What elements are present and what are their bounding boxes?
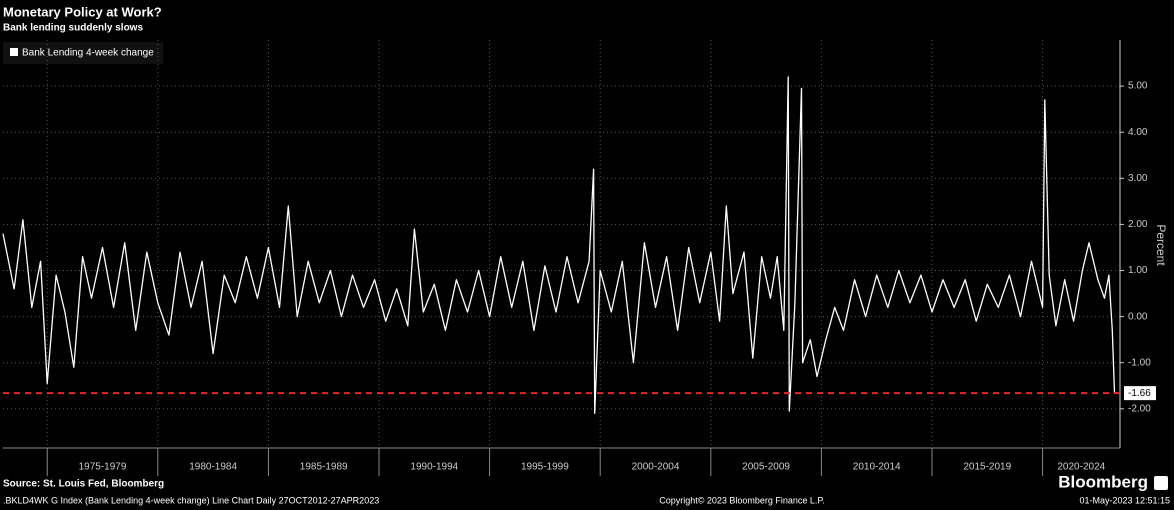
brand-icon — [1154, 476, 1168, 490]
x-tick-label: 2000-2004 — [632, 462, 680, 473]
last-value-label: -1.66 — [1128, 388, 1151, 399]
footer-center: Copyright© 2023 Bloomberg Finance L.P. — [659, 495, 825, 505]
y-tick-label: 3.00 — [1128, 173, 1148, 184]
x-tick-label: 2020-2024 — [1057, 462, 1105, 473]
x-tick-label: 1975-1979 — [79, 462, 127, 473]
source: Source: St. Louis Fed, Bloomberg — [3, 479, 164, 490]
footer-right: 01-May-2023 12:51:15 — [1079, 495, 1170, 505]
x-tick-label: 2005-2009 — [742, 462, 790, 473]
x-tick-label: 2010-2014 — [853, 462, 901, 473]
last-value-box — [1124, 386, 1156, 401]
x-tick-label: 1985-1989 — [300, 462, 348, 473]
x-tick-label: 1995-1999 — [521, 462, 569, 473]
y-tick-label: 4.00 — [1128, 127, 1148, 138]
brand: Bloomberg — [1058, 472, 1148, 491]
x-tick-label: 1990-1994 — [410, 462, 458, 473]
y-tick-label: 2.00 — [1128, 219, 1148, 230]
footer-left: .BKLD4WK G Index (Bank Lending 4-week ch… — [3, 495, 379, 505]
legend-label: Bank Lending 4-week change — [22, 48, 154, 59]
data-line — [2, 76, 1116, 415]
x-tick-label: 1980-1984 — [189, 462, 237, 473]
y-tick-label: 1.00 — [1128, 265, 1148, 276]
chart-subtitle: Bank lending suddenly slows — [3, 23, 143, 34]
y-axis-label: Percent — [1154, 224, 1168, 266]
legend-swatch — [10, 48, 18, 56]
legend-box — [3, 42, 163, 64]
y-tick-label: 5.00 — [1128, 81, 1148, 92]
y-tick-label: 0.00 — [1128, 311, 1148, 322]
chart-title: Monetary Policy at Work? — [3, 4, 162, 19]
x-tick-label: 2015-2019 — [963, 462, 1011, 473]
y-tick-label: -2.00 — [1128, 403, 1151, 414]
y-tick-label: -1.00 — [1128, 357, 1151, 368]
